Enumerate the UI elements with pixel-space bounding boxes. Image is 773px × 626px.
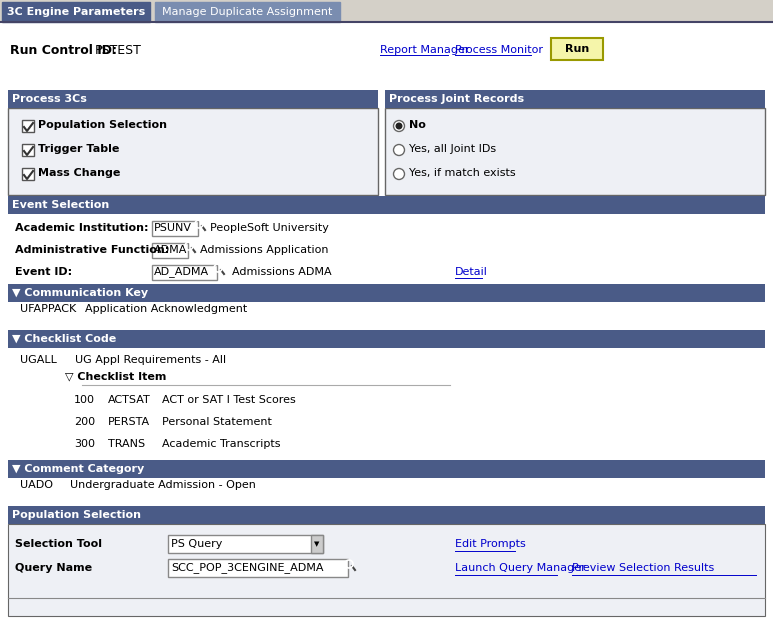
Text: Undergraduate Admission - Open: Undergraduate Admission - Open [70, 480, 256, 490]
Text: PERSTA: PERSTA [108, 417, 150, 427]
Bar [8, 524, 765, 616]
Text: Preview Selection Results: Preview Selection Results [572, 563, 714, 573]
Text: Application Acknowledgment: Application Acknowledgment [85, 304, 247, 314]
Bar [155, 2, 340, 22]
Bar [22, 144, 34, 156]
Bar [8, 348, 765, 476]
Text: PSTEST: PSTEST [95, 43, 142, 56]
Text: Detail: Detail [455, 267, 488, 277]
Text: UFAPPACK: UFAPPACK [20, 304, 77, 314]
Bar [152, 221, 198, 236]
Text: 3C Engine Parameters: 3C Engine Parameters [7, 7, 145, 17]
Text: ▼ Communication Key: ▼ Communication Key [12, 288, 148, 298]
Text: Administrative Function:: Administrative Function: [15, 245, 169, 255]
Text: PeopleSoft University: PeopleSoft University [210, 223, 329, 233]
Bar [8, 302, 765, 330]
Text: Run Control ID:: Run Control ID: [10, 43, 117, 56]
Bar [8, 90, 378, 108]
Bar [8, 284, 765, 302]
Text: ▼ Comment Category: ▼ Comment Category [12, 464, 145, 474]
Bar [311, 535, 323, 553]
Text: UG Appl Requirements - All: UG Appl Requirements - All [75, 355, 226, 365]
Text: Edit Prompts: Edit Prompts [455, 539, 526, 549]
Bar [8, 214, 765, 301]
Text: Mass Change: Mass Change [38, 168, 121, 178]
Text: Process Monitor: Process Monitor [455, 45, 543, 55]
Text: Run: Run [565, 44, 589, 54]
Bar [168, 559, 348, 577]
Text: ▽ Checklist Item: ▽ Checklist Item [65, 371, 166, 381]
Circle shape [393, 120, 404, 131]
Text: Process 3Cs: Process 3Cs [12, 94, 87, 104]
Text: Population Selection: Population Selection [12, 510, 141, 520]
Circle shape [397, 123, 402, 129]
Text: ▼: ▼ [315, 541, 320, 547]
Bar [385, 90, 765, 108]
Text: Academic Transcripts: Academic Transcripts [162, 439, 281, 449]
Text: Query Name: Query Name [15, 563, 92, 573]
Text: Selection Tool: Selection Tool [15, 539, 102, 549]
Bar [385, 108, 765, 195]
Bar [8, 506, 765, 524]
Text: ACTSAT: ACTSAT [108, 395, 151, 405]
Text: ▼ Checklist Code: ▼ Checklist Code [12, 334, 116, 344]
Bar [168, 535, 323, 553]
Text: Manage Duplicate Assignment: Manage Duplicate Assignment [162, 7, 332, 17]
Bar [8, 460, 765, 478]
Text: 200: 200 [74, 417, 95, 427]
Text: Event ID:: Event ID: [15, 267, 72, 277]
Text: Yes, all Joint IDs: Yes, all Joint IDs [409, 144, 496, 154]
Text: TRANS: TRANS [108, 439, 145, 449]
Text: Population Selection: Population Selection [38, 120, 167, 130]
Text: 100: 100 [74, 395, 95, 405]
Bar [152, 243, 188, 258]
Text: SCC_POP_3CENGINE_ADMA: SCC_POP_3CENGINE_ADMA [171, 563, 323, 573]
Bar [8, 196, 765, 214]
Text: Launch Query Manager: Launch Query Manager [455, 563, 586, 573]
Text: Personal Statement: Personal Statement [162, 417, 272, 427]
Text: Yes, if match exists: Yes, if match exists [409, 168, 516, 178]
Text: No: No [409, 120, 426, 130]
Bar [22, 120, 34, 132]
Text: 300: 300 [74, 439, 95, 449]
Text: UADO: UADO [20, 480, 53, 490]
Bar [8, 478, 765, 506]
Text: Event Selection: Event Selection [12, 200, 109, 210]
Bar [8, 108, 378, 195]
Bar [0, 22, 773, 92]
Circle shape [393, 145, 404, 155]
Bar [152, 265, 217, 280]
Bar [8, 330, 765, 348]
Text: Report Manager: Report Manager [380, 45, 469, 55]
Text: ACT or SAT I Test Scores: ACT or SAT I Test Scores [162, 395, 296, 405]
Circle shape [393, 168, 404, 180]
Text: Trigger Table: Trigger Table [38, 144, 119, 154]
Bar [0, 0, 773, 22]
Text: PS Query: PS Query [171, 539, 223, 549]
Text: Academic Institution:: Academic Institution: [15, 223, 148, 233]
Text: Process Joint Records: Process Joint Records [389, 94, 524, 104]
Text: PSUNV: PSUNV [154, 223, 192, 233]
Text: AD_ADMA: AD_ADMA [154, 267, 209, 277]
Bar [551, 38, 603, 60]
Bar [22, 168, 34, 180]
Text: UGALL: UGALL [20, 355, 57, 365]
Text: Admissions ADMA: Admissions ADMA [232, 267, 332, 277]
Text: Admissions Application: Admissions Application [200, 245, 329, 255]
Text: ADMA: ADMA [154, 245, 187, 255]
Bar [2, 2, 150, 22]
